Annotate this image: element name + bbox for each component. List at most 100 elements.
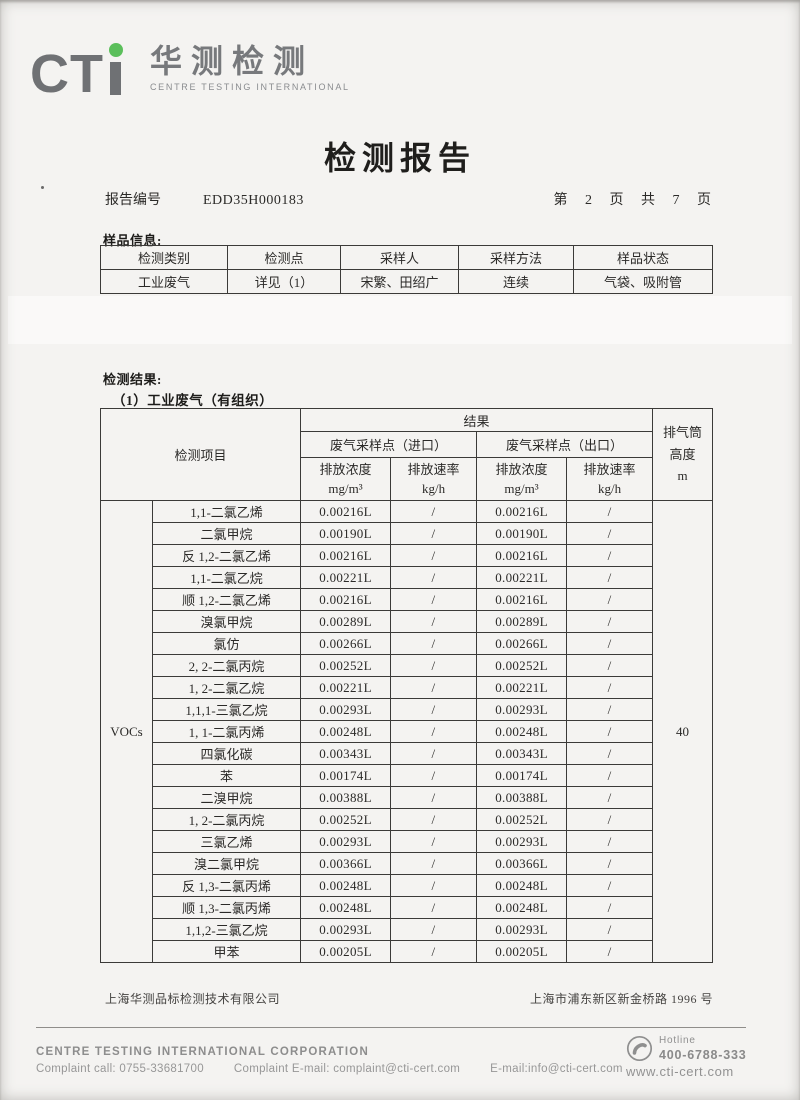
results-header-row-2: 废气采样点（进口） 废气采样点（出口） <box>101 431 713 458</box>
report-no-label: 报告编号 <box>105 193 161 208</box>
result-row: 1, 2-二氯丙烷 0.00252L/0.00252L / <box>101 808 713 831</box>
outlet-rate: / <box>566 566 654 589</box>
outlet-rate: / <box>566 918 654 941</box>
inlet-concentration: 0.00248L <box>300 896 392 919</box>
header-result: 结果 <box>300 408 654 432</box>
header-outlet-rate: 排放速率 kg/h <box>566 457 654 501</box>
inlet-rate: / <box>390 720 478 743</box>
inlet-rate: / <box>390 852 478 875</box>
inlet-rate: / <box>390 874 478 897</box>
inlet-rate: / <box>390 610 478 633</box>
header-stack-height: 排气筒 高度 m <box>652 408 714 501</box>
conc-label: 排放浓度 <box>319 461 372 477</box>
stack-height-value: 40 <box>652 500 714 963</box>
analyte-name: 二氯甲烷 <box>151 522 302 545</box>
outlet-rate: / <box>566 786 654 809</box>
report-meta-row: 报告编号 EDD35H000183 第 2 页 共 7 页 <box>105 189 713 209</box>
analyte-name: 反 1,3-二氯丙烯 <box>151 874 302 897</box>
inlet-rate: / <box>390 764 478 787</box>
outlet-concentration: 0.00266L <box>476 632 568 655</box>
complaint-email: Complaint E-mail: complaint@cti-cert.com <box>233 1063 461 1075</box>
results-table: 检测项目 结果 排气筒 高度 m 废气采样点（进口） 废气采样点（出口） 排放浓… <box>99 408 714 963</box>
cti-logo-letters: CT <box>30 42 124 101</box>
outlet-concentration: 0.00293L <box>476 830 568 853</box>
inlet-rate: / <box>390 742 478 765</box>
stack-line-1: 排气筒 <box>663 425 703 441</box>
sampler-value: 宋繁、田绍广 <box>340 269 459 294</box>
inlet-concentration: 0.00216L <box>300 500 392 523</box>
logo-subtitle: CENTRE TESTING INTERNATIONAL <box>149 82 350 93</box>
result-row: 反 1,3-二氯丙烯 0.00248L/0.00248L / <box>101 874 713 897</box>
analyte-name: 三氯乙烯 <box>151 830 302 853</box>
analyte-name: 甲苯 <box>151 940 302 963</box>
corporation-name: CENTRE TESTING INTERNATIONAL CORPORATION <box>36 1046 369 1058</box>
analyte-name: 1, 2-二氯丙烷 <box>151 808 302 831</box>
website-url: www.cti-cert.com <box>626 1064 734 1079</box>
outlet-concentration: 0.00293L <box>476 698 568 721</box>
outlet-concentration: 0.00248L <box>476 896 568 919</box>
header-outlet-conc: 排放浓度 mg/m³ <box>476 457 568 501</box>
result-row: 1, 1-二氯丙烯 0.00248L/0.00248L / <box>101 720 713 743</box>
rate-label: 排放速率 <box>583 461 636 477</box>
result-row: VOCs 1,1-二氯乙烯 0.00216L/0.00216L/40 <box>100 500 714 963</box>
results-table-body: VOCs 1,1-二氯乙烯 0.00216L/0.00216L/40 二氯甲烷 0.00… <box>100 500 714 963</box>
result-row: 溴氯甲烷 0.00289L/0.00289L / <box>101 610 713 633</box>
hotline-label: Hotline <box>659 1035 696 1046</box>
result-row: 二溴甲烷 0.00388L/0.00388L / <box>101 786 713 809</box>
inlet-concentration: 0.00343L <box>300 742 392 765</box>
inlet-concentration: 0.00216L <box>300 544 392 567</box>
analyte-name: 二溴甲烷 <box>151 786 302 809</box>
analyte-name: 2, 2-二氯丙烷 <box>151 654 302 677</box>
outlet-rate: / <box>566 852 654 875</box>
inlet-concentration: 0.00293L <box>300 698 392 721</box>
conc-unit: mg/m³ <box>504 481 539 496</box>
result-row: 甲苯 0.00205L/0.00205L / <box>101 940 713 963</box>
outlet-concentration: 0.00221L <box>476 676 568 699</box>
category-vocs: VOCs <box>100 500 153 963</box>
inlet-rate: / <box>390 632 478 655</box>
col-sampling-method: 采样方法 <box>458 245 574 270</box>
analyte-name: 1,1-二氯乙烷 <box>151 566 302 589</box>
outlet-rate: / <box>566 764 654 787</box>
sampling-method-value: 连续 <box>458 269 574 294</box>
green-dot-icon <box>108 43 123 57</box>
outlet-concentration: 0.00289L <box>476 610 568 633</box>
inlet-concentration: 0.00205L <box>300 940 392 963</box>
col-sampler: 采样人 <box>340 245 459 270</box>
result-row: 苯 0.00174L/0.00174L / <box>101 764 713 787</box>
sample-value-row: 工业废气 详见（1） 宋繁、田绍广 连续 气袋、吸附管 <box>100 269 713 294</box>
phone-icon <box>626 1035 653 1062</box>
outlet-concentration: 0.00388L <box>476 786 568 809</box>
result-row: 1,1-二氯乙烷 0.00221L/0.00221L / <box>101 566 713 589</box>
outlet-rate: / <box>566 830 654 853</box>
inlet-concentration: 0.00190L <box>300 522 392 545</box>
outlet-rate: / <box>566 698 654 721</box>
result-row: 顺 1,2-二氯乙烯 0.00216L/0.00216L / <box>101 588 713 611</box>
cti-logo: CT 华测检测 CENTRE TESTING INTERNATIONAL <box>30 42 350 101</box>
stack-line-2: 高度 <box>669 446 696 462</box>
inlet-concentration: 0.00289L <box>300 610 392 633</box>
test-point-value: 详见（1） <box>227 269 341 294</box>
inlet-rate: / <box>390 676 478 699</box>
sample-info-label: 样品信息: <box>103 233 162 248</box>
page-title: 检测报告 <box>323 140 476 176</box>
outlet-rate: / <box>566 808 654 831</box>
result-row: 1,1,1-三氯乙烷 0.00293L/0.00293L / <box>101 698 713 721</box>
analyte-name: 溴氯甲烷 <box>151 610 302 633</box>
inlet-concentration: 0.00388L <box>300 786 392 809</box>
results-subsection-label: （1）工业废气（有组织） <box>112 393 274 408</box>
company-name: 上海华测品标检测技术有限公司 <box>105 992 281 1006</box>
analyte-name: 1, 1-二氯丙烯 <box>151 720 302 743</box>
sample-state-value: 气袋、吸附管 <box>573 269 713 294</box>
outlet-concentration: 0.00205L <box>476 940 568 963</box>
company-address: 上海市浦东新区新金桥路 1996 号 <box>529 992 713 1006</box>
analyte-name: 1,1-二氯乙烯 <box>151 500 302 523</box>
letter-i-stem <box>109 62 121 95</box>
cti-logo-letter-i <box>108 42 124 96</box>
scan-artifact-dot <box>41 186 44 189</box>
scan-light-band <box>8 296 792 344</box>
analyte-name: 苯 <box>151 764 302 787</box>
page-number-info: 第 2 页 共 7 页 <box>553 193 713 208</box>
analyte-name: 氯仿 <box>151 632 302 655</box>
sample-header-row: 检测类别 检测点 采样人 采样方法 样品状态 <box>100 245 713 270</box>
